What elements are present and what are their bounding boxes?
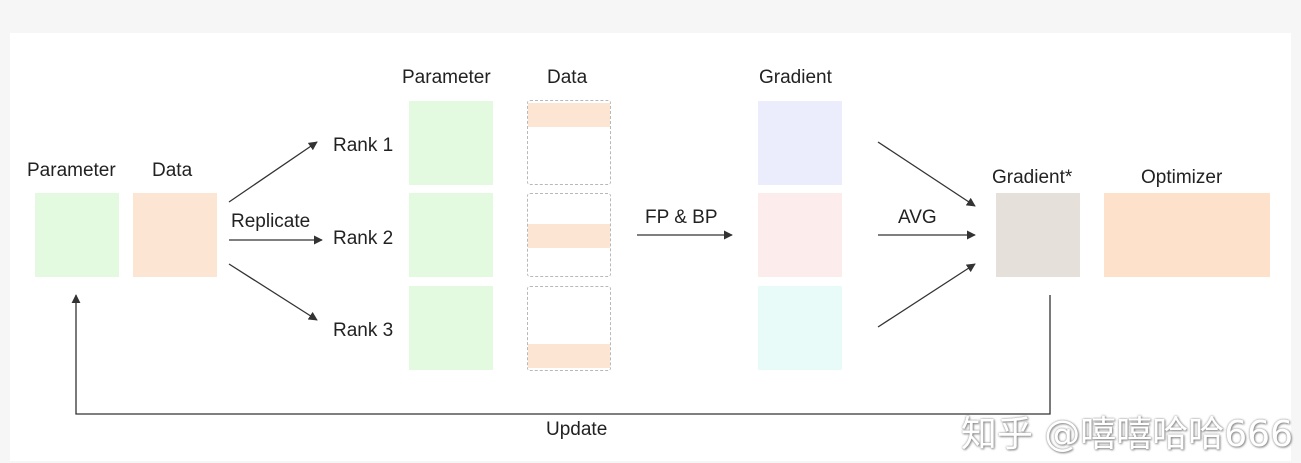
optimizer-box <box>1104 193 1270 277</box>
left-parameter-box <box>35 193 119 277</box>
watermark: 知乎 @嘻嘻哈哈666 <box>960 414 1293 455</box>
rank-2-label: Rank 2 <box>333 228 394 249</box>
gradient-star-label: Gradient* <box>992 167 1073 188</box>
update-label: Update <box>546 419 608 440</box>
replicate-arrow-rank-3 <box>228 263 318 321</box>
rank-2-data-box <box>527 193 611 277</box>
left-data-box <box>133 193 217 277</box>
rank-1-data-box <box>527 100 611 185</box>
rank-3-parameter-box <box>409 286 493 370</box>
left-data-label: Data <box>152 160 193 181</box>
rank-1-gradient-box <box>758 101 842 185</box>
rank-1-label: Rank 1 <box>333 135 394 156</box>
gradient-label: Gradient <box>759 67 832 88</box>
fp-bp-label: FP & BP <box>645 207 718 228</box>
replicate-arrow-rank-1 <box>228 141 318 203</box>
rank-2-data-shard <box>528 224 610 248</box>
left-parameter-label: Parameter <box>27 160 116 181</box>
middle-data-label: Data <box>547 67 588 88</box>
middle-parameter-label: Parameter <box>402 67 491 88</box>
rank-3-data-box <box>527 286 611 371</box>
avg-arrow-rank-1 <box>877 141 976 207</box>
rank-2-gradient-box <box>758 193 842 277</box>
avg-label: AVG <box>898 207 937 228</box>
rank-3-data-shard <box>528 344 610 368</box>
rank-2-parameter-box <box>409 193 493 277</box>
avg-arrow-rank-3 <box>877 263 976 328</box>
rank-1-parameter-box <box>409 101 493 185</box>
optimizer-label: Optimizer <box>1141 167 1223 188</box>
gradient-star-box <box>996 193 1080 277</box>
rank-1-data-shard <box>528 103 610 127</box>
rank-3-label: Rank 3 <box>333 320 394 341</box>
rank-3-gradient-box <box>758 286 842 370</box>
update-arrow <box>71 294 1051 415</box>
replicate-label: Replicate <box>231 211 311 232</box>
